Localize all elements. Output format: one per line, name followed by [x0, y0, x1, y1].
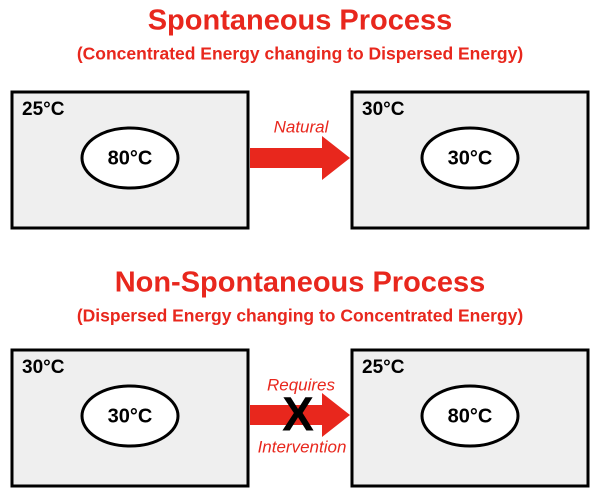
room-temp: 30°C — [362, 99, 405, 120]
object-temp: 80°C — [108, 147, 153, 169]
room-temp: 25°C — [22, 99, 65, 120]
arrow — [250, 393, 350, 437]
object-temp: 30°C — [108, 405, 153, 427]
object — [420, 384, 520, 448]
room-temp: 25°C — [362, 357, 405, 378]
section-title: Non-Spontaneous Process — [115, 267, 486, 299]
arrow-label: Requires — [267, 375, 336, 394]
section-subtitle: (Concentrated Energy changing to Dispers… — [77, 44, 523, 64]
arrow-label: Intervention — [258, 437, 347, 456]
section-subtitle: (Dispersed Energy changing to Concentrat… — [77, 306, 523, 326]
section-title: Spontaneous Process — [148, 5, 453, 37]
arrow-label: Natural — [274, 117, 330, 136]
object-temp: 30°C — [448, 147, 493, 169]
object — [420, 126, 520, 190]
room-temp: 30°C — [22, 357, 65, 378]
object-temp: 80°C — [448, 405, 493, 427]
blocked-mark: X — [282, 389, 314, 442]
object — [80, 126, 180, 190]
arrow — [250, 136, 350, 180]
object — [80, 384, 180, 448]
